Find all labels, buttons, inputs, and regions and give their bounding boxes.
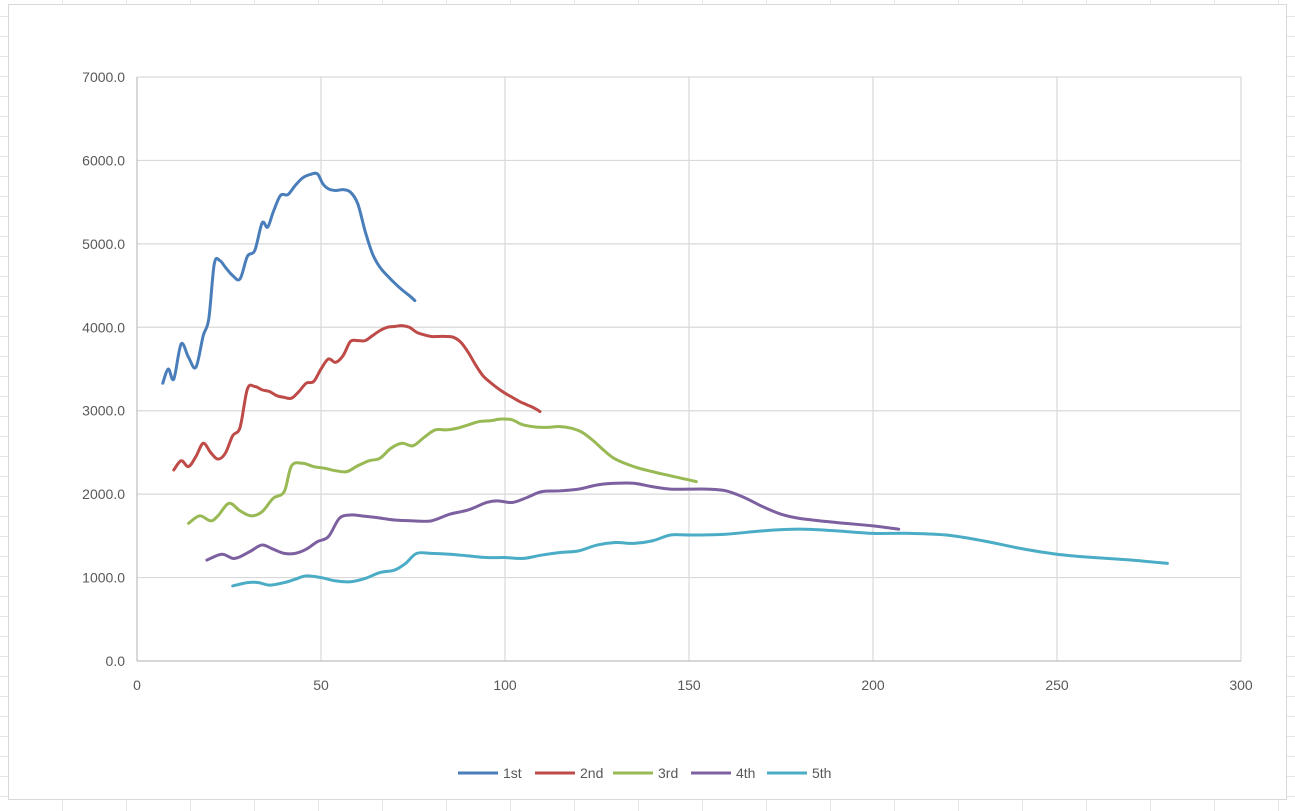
chart-area[interactable]: [8, 4, 1287, 800]
y-tick-label: 6000.0: [82, 152, 125, 168]
y-tick-label: 7000.0: [82, 69, 125, 85]
series-line-2[interactable]: [172, 324, 542, 472]
legend-label-2: 2nd: [580, 765, 603, 781]
x-tick-labels: 0 50 100 150 200 250 300: [133, 677, 1253, 693]
legend-label-1: 1st: [503, 765, 522, 781]
y-tick-label: 5000.0: [82, 236, 125, 252]
series-line-4[interactable]: [205, 481, 901, 562]
series-lines: [161, 171, 1169, 588]
axes: [136, 77, 1241, 662]
series-line-5[interactable]: [231, 527, 1169, 588]
legend-label-5: 5th: [812, 765, 831, 781]
y-tick-label: 3000.0: [82, 403, 125, 419]
x-tick-label: 0: [133, 677, 141, 693]
x-tick-label: 200: [861, 677, 885, 693]
x-tick-label: 100: [493, 677, 517, 693]
y-tick-label: 4000.0: [82, 319, 125, 335]
y-tick-label: 1000.0: [82, 570, 125, 586]
series-line-3[interactable]: [187, 417, 698, 525]
legend: 1st 2nd 3rd 4th 5th: [458, 765, 831, 781]
y-tick-label: 0.0: [106, 653, 126, 669]
x-tick-label: 150: [677, 677, 701, 693]
x-tick-label: 250: [1045, 677, 1069, 693]
x-tick-label: 50: [313, 677, 329, 693]
y-tick-labels: 0.0 1000.0 2000.0 3000.0 4000.0 5000.0 6000.0 7…: [82, 69, 125, 669]
gridlines: [137, 76, 1242, 661]
legend-label-4: 4th: [736, 765, 755, 781]
y-tick-label: 2000.0: [82, 486, 125, 502]
x-tick-label: 300: [1229, 677, 1253, 693]
legend-label-3: 3rd: [658, 765, 678, 781]
series-line-1[interactable]: [161, 171, 417, 385]
